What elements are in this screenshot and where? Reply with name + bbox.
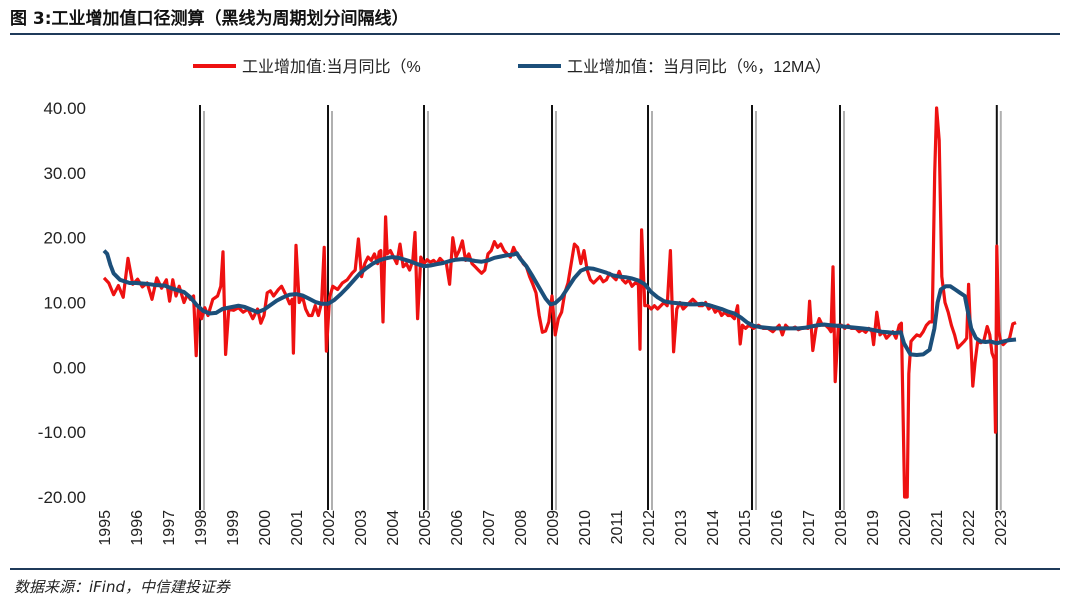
x-tick-label: 2022 (961, 510, 978, 546)
y-axis: 40.00 30.00 20.00 10.00 0.00 -10.00 -20.00 (38, 99, 86, 507)
x-tick-label: 2000 (257, 510, 274, 546)
x-tick-label: 2016 (769, 510, 786, 546)
x-tick-label: 2009 (545, 510, 562, 546)
legend: 工业增加值:当月同比（% 工业增加值：当月同比（%，12MA） (193, 58, 831, 76)
bottom-rule (10, 568, 1060, 570)
x-tick-label: 2003 (353, 510, 370, 546)
x-tick-label: 2013 (673, 510, 690, 546)
x-tick-label: 2004 (385, 510, 402, 546)
x-tick-label: 2005 (417, 510, 434, 546)
x-tick-label: 2019 (865, 510, 882, 546)
x-tick-label: 2006 (449, 510, 466, 546)
x-tick-label: 1998 (193, 510, 210, 546)
x-tick-label: 1999 (225, 510, 242, 546)
y-tick-label: 40.00 (43, 99, 86, 118)
x-axis: 1995 1996 1997 1998 1999 2000 2001 2002 2003 2004… (97, 510, 1010, 546)
x-tick-label: 2011 (609, 510, 626, 545)
x-tick-label: 2018 (833, 510, 850, 546)
x-tick-label: 1995 (97, 510, 114, 546)
top-rule (10, 33, 1060, 35)
x-tick-label: 2023 (993, 510, 1010, 546)
y-tick-label: -10.00 (38, 423, 86, 442)
chart-title: 图 3:工业增加值口径测算（黑线为周期划分间隔线） (10, 9, 409, 29)
x-tick-label: 2007 (481, 510, 498, 546)
x-tick-label: 2008 (513, 510, 530, 546)
x-tick-label: 2002 (321, 510, 338, 546)
x-tick-label: 1997 (161, 510, 178, 546)
x-tick-label: 2020 (897, 510, 914, 546)
y-tick-label: 10.00 (43, 294, 86, 313)
series-line-2 (102, 249, 1017, 357)
y-tick-label: -20.00 (38, 488, 86, 507)
x-tick-label: 2021 (929, 510, 946, 546)
series-lines (102, 106, 1017, 499)
y-tick-label: 0.00 (53, 358, 86, 377)
legend-label-series-2: 工业增加值：当月同比（%，12MA） (567, 58, 831, 76)
source-note: 数据来源：iFind，中信建投证券 (14, 578, 230, 596)
y-tick-label: 20.00 (43, 229, 86, 248)
x-tick-label: 2017 (801, 510, 818, 546)
x-tick-label: 2015 (737, 510, 754, 546)
legend-label-series-1: 工业增加值:当月同比（% (242, 58, 421, 76)
series-line-1 (102, 106, 1017, 499)
y-tick-label: 30.00 (43, 164, 86, 183)
x-tick-label: 2010 (577, 510, 594, 546)
x-tick-label: 2012 (641, 510, 658, 546)
x-tick-label: 2014 (705, 510, 722, 546)
x-tick-label: 1996 (129, 510, 146, 546)
x-tick-label: 2001 (289, 510, 306, 546)
